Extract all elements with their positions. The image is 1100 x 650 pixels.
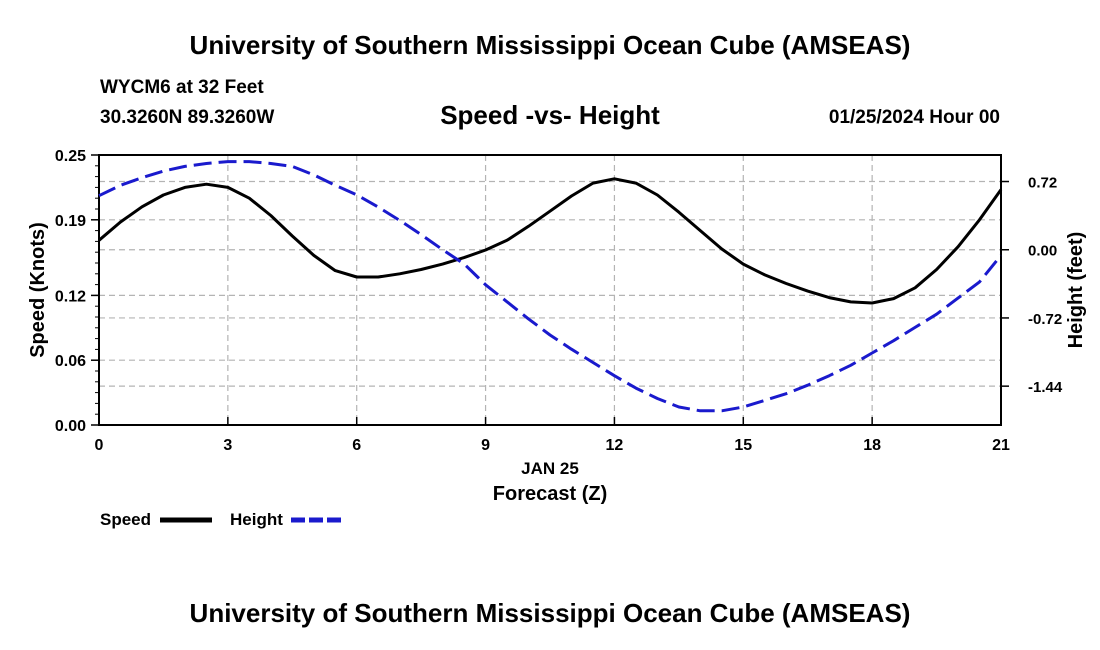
legend-speed-label: Speed (100, 510, 151, 529)
legend: Speed Height (100, 510, 343, 529)
x-tick-label: 18 (863, 437, 881, 454)
y-right-tick-label: -0.72 (1028, 311, 1062, 328)
x-tick-label: 0 (95, 437, 104, 454)
station-label: WYCM6 at 32 Feet (100, 77, 264, 98)
y-left-tick-label: 0.25 (55, 148, 86, 165)
chart-title: Speed -vs- Height (440, 100, 660, 130)
x-tick-label: 9 (481, 437, 490, 454)
y-right-tick-label: -1.44 (1028, 379, 1063, 396)
y-axis-right-title: Height (feet) (1065, 232, 1087, 349)
series-lines (98, 160, 1003, 413)
forecast-datetime: 01/25/2024 Hour 00 (828, 107, 1000, 128)
x-axis-date-label: JAN 25 (521, 459, 579, 478)
y-left-tick-label: 0.00 (55, 418, 86, 435)
y-right-tick-label: 0.72 (1028, 175, 1057, 192)
speed-series-line (98, 177, 1003, 305)
legend-height-label: Height (230, 510, 283, 529)
x-axis-title: Forecast (Z) (493, 483, 607, 505)
x-tick-label: 6 (352, 437, 361, 454)
axes: 0 3 6 9 12 15 18 21 0.00 0.06 0.12 0.19 0.25 0.72 0.00… (55, 148, 1063, 454)
y-right-tick-label: 0.00 (1028, 243, 1057, 260)
x-tick-label: 15 (734, 437, 752, 454)
height-series-line (98, 160, 1003, 413)
grid-lines (99, 155, 1001, 425)
y-left-tick-label: 0.12 (55, 288, 86, 305)
y-left-tick-label: 0.06 (55, 353, 86, 370)
page-title: University of Southern Mississippi Ocean… (189, 30, 911, 60)
y-axis-left-title: Speed (Knots) (27, 222, 49, 358)
plot-frame (98, 154, 1002, 426)
x-tick-label: 21 (992, 437, 1010, 454)
y-left-tick-label: 0.19 (55, 213, 86, 230)
footer-title: University of Southern Mississippi Ocean… (189, 598, 911, 628)
x-tick-label: 12 (606, 437, 624, 454)
station-coordinates: 30.3260N 89.3260W (100, 107, 275, 128)
x-tick-label: 3 (223, 437, 232, 454)
